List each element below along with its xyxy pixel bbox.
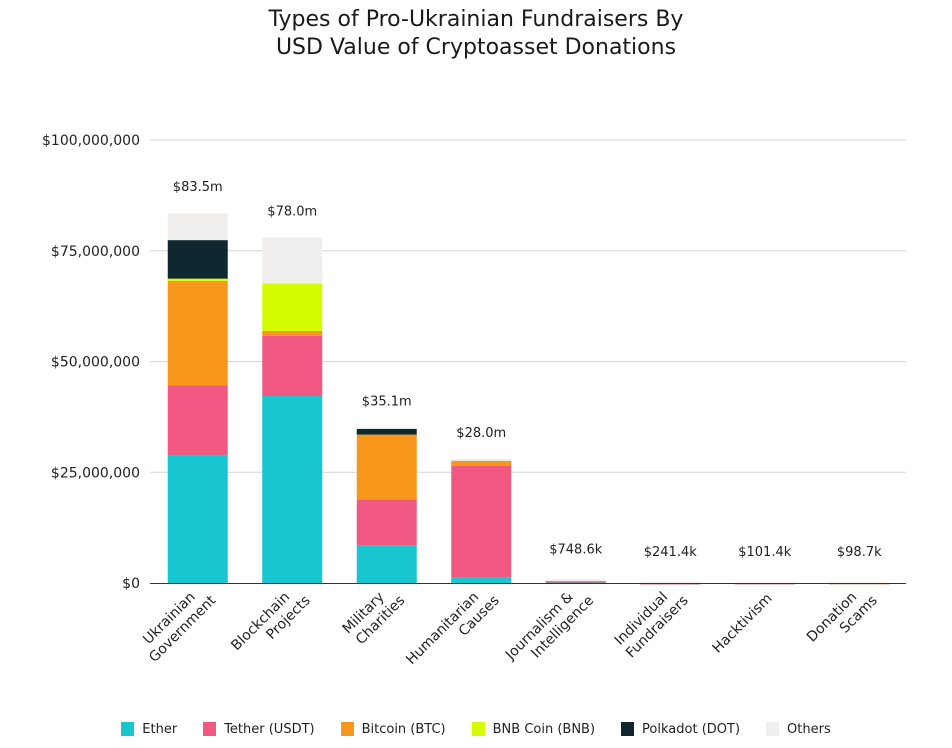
y-tick-label: $75,000,000 (51, 244, 140, 260)
bar-segment-others (262, 237, 323, 284)
bar-segment-bitcoin-btc (262, 330, 323, 336)
bar-segment-ether (451, 577, 512, 583)
bar-segment-others (167, 213, 228, 241)
total-label: $241.4k (644, 545, 697, 560)
legend-item: Tether (USDT) (203, 718, 315, 740)
bar-stack (167, 213, 228, 583)
bar-segment-ether (167, 455, 228, 583)
total-label: $748.6k (549, 543, 602, 558)
bar-segment-ether (356, 545, 417, 583)
stacked-bar-chart: $0 $25,000,000 $50,000,000 $75,000,000 $100,… (42, 133, 906, 668)
bar-segment-tether-usdt (167, 385, 228, 456)
total-label: $98.7k (837, 545, 882, 560)
chart-title: Types of Pro-Ukrainian Fundraisers By US… (0, 6, 952, 62)
x-tick-label-line: Hacktivism (710, 591, 776, 657)
x-tick-label: Journalism &Intelligence (502, 589, 597, 664)
bar-segment-bitcoin-btc (356, 434, 417, 500)
bar-segment-tether-usdt (545, 581, 606, 583)
bar-segment-tether-usdt (451, 465, 512, 578)
legend-item: Polkadot (DOT) (621, 718, 740, 740)
total-labels: $83.5m $78.0m $35.1m $28.0m $748.6k $241.4k $1… (173, 180, 882, 560)
bar-segment-polkadot-dot (167, 240, 228, 279)
bar-stack (545, 579, 606, 583)
total-label: $83.5m (173, 180, 223, 195)
legend-swatch (340, 722, 354, 736)
bar-segment-others (451, 458, 512, 461)
legend-label: Polkadot (DOT) (642, 721, 741, 737)
bar-segment-others (545, 579, 606, 582)
total-label: $28.0m (456, 426, 506, 441)
bar-segment-tether-usdt (356, 499, 417, 546)
legend-label: BNB Coin (BNB) (492, 721, 596, 737)
legend: Ether Tether (USDT) Bitcoin (BTC) BNB Coin … (0, 718, 952, 740)
bar-segment-bnb-coin-bnb (167, 278, 228, 281)
bar-segment-polkadot-dot (356, 428, 417, 435)
y-tick-label: $25,000,000 (51, 465, 140, 481)
bars (167, 213, 890, 585)
legend-swatch (121, 722, 135, 736)
legend-item: Bitcoin (BTC) (340, 718, 446, 740)
chart-title-line-1: Types of Pro-Ukrainian Fundraisers By (268, 7, 684, 32)
bar-stack (356, 427, 417, 583)
legend-swatch (471, 722, 485, 736)
total-label: $101.4k (738, 545, 791, 560)
legend-label: Bitcoin (BTC) (361, 721, 446, 737)
x-tick-label: Hacktivism (710, 591, 776, 657)
bar-segment-ether (262, 396, 323, 583)
legend-label: Ether (142, 721, 178, 737)
chart-title-line-2: USD Value of Cryptoasset Donations (275, 35, 677, 60)
legend-swatch (621, 722, 635, 736)
y-tick-label: $50,000,000 (51, 355, 140, 371)
bar-segment-others (640, 581, 701, 584)
bar-stack (262, 237, 323, 583)
total-label: $78.0m (267, 204, 317, 219)
bar-segment-others (356, 427, 417, 429)
bar-segment-tether-usdt (262, 335, 323, 397)
legend-label: Others (787, 721, 831, 737)
legend-label: Tether (USDT) (224, 721, 315, 737)
total-label: $35.1m (362, 395, 412, 410)
bar-segment-bitcoin-btc (167, 280, 228, 386)
bar-segment-bitcoin-btc (451, 460, 512, 466)
bar-stack (451, 458, 512, 583)
legend-item: BNB Coin (BNB) (471, 718, 596, 740)
y-tick-label: $0 (122, 576, 140, 592)
y-tick-label: $100,000,000 (42, 133, 140, 149)
legend-item: Others (766, 718, 831, 740)
y-axis-tick-labels: $0 $25,000,000 $50,000,000 $75,000,000 $100,… (42, 133, 140, 592)
legend-item: Ether (121, 718, 177, 740)
legend-swatch (766, 722, 780, 736)
legend-swatch (203, 722, 217, 736)
bar-segment-bnb-coin-bnb (262, 283, 323, 331)
